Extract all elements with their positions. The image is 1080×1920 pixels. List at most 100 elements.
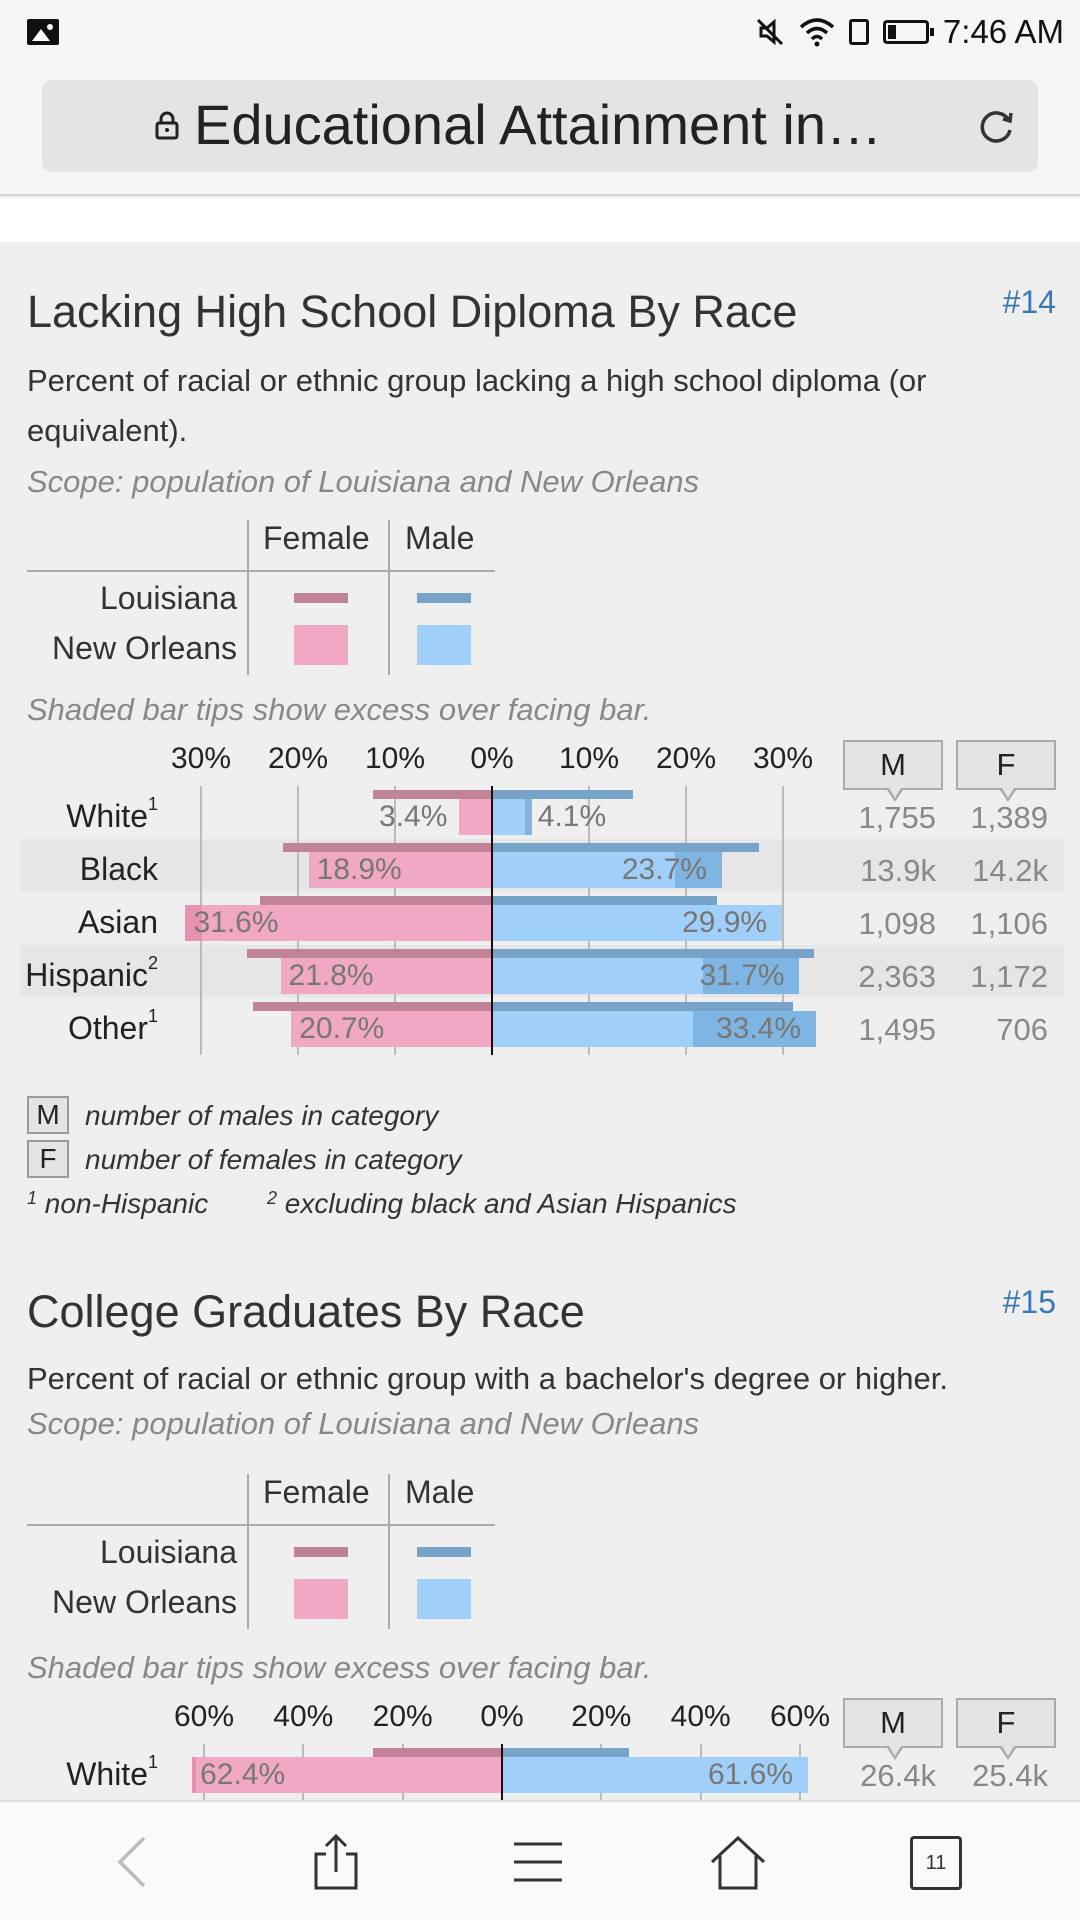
male-count: 1,755 bbox=[858, 800, 936, 835]
male-value-label: 61.6% bbox=[707, 1758, 794, 1791]
footnote-2: 2 excluding black and Asian Hispanics bbox=[267, 1188, 737, 1219]
axis-tick-label: 60% bbox=[769, 1700, 831, 1733]
status-time: 7:46 AM bbox=[942, 13, 1064, 50]
legend-divider bbox=[27, 1524, 495, 1526]
swatch-new-orleans-male bbox=[417, 625, 471, 665]
axis-tick-label: 30% bbox=[752, 742, 814, 775]
female-count-header: F bbox=[956, 1698, 1056, 1760]
swatch-louisiana-female bbox=[294, 593, 348, 603]
race-chart-college-graduates: 60% 40% 20% 0% 20% 40% 60% M F 62.4% 61.6% White1 26… bbox=[0, 1698, 1080, 1800]
axis-tick-label: 20% bbox=[571, 1700, 632, 1733]
swatch-new-orleans-male bbox=[417, 1579, 471, 1619]
swatch-new-orleans-female bbox=[294, 625, 348, 665]
axis-tick-label: 20% bbox=[655, 742, 717, 775]
female-count: 14.2k bbox=[972, 853, 1048, 888]
category-label: Asian bbox=[77, 904, 158, 940]
new-orleans-female-bar bbox=[185, 905, 492, 941]
category-label: White1 bbox=[66, 1752, 158, 1792]
section-title: Lacking High School Diploma By Race bbox=[27, 286, 798, 337]
legend-male-header: Male bbox=[405, 1474, 475, 1510]
page-title: Educational Attainment in… bbox=[194, 93, 882, 156]
axis-tick-label: 10% bbox=[558, 742, 620, 775]
mute-icon bbox=[756, 18, 783, 46]
shaded-note: Shaded bar tips show excess over facing … bbox=[27, 1650, 652, 1685]
section-number-link[interactable]: #15 bbox=[1002, 1284, 1056, 1320]
share-icon[interactable] bbox=[306, 1832, 366, 1892]
zero-axis bbox=[501, 1744, 503, 1800]
legend-divider bbox=[388, 520, 390, 675]
louisiana-male-bar bbox=[492, 1002, 793, 1011]
legend-divider bbox=[388, 1474, 390, 1629]
chart-notes: M number of males in category F number o… bbox=[27, 1096, 1027, 1236]
new-orleans-female-bar bbox=[291, 1011, 492, 1047]
swatch-louisiana-male bbox=[417, 1547, 471, 1557]
male-count-header: M bbox=[843, 740, 943, 802]
legend-new-orleans-label: New Orleans bbox=[52, 630, 237, 666]
male-count: 26.4k bbox=[860, 1758, 936, 1793]
male-excess-tip bbox=[524, 799, 532, 835]
female-count: 706 bbox=[996, 1012, 1048, 1047]
male-value-label: 4.1% bbox=[537, 800, 607, 833]
male-count: 1,495 bbox=[858, 1012, 936, 1047]
female-count: 1,389 bbox=[970, 800, 1048, 835]
male-count: 2,363 bbox=[858, 959, 936, 994]
axis-tick-label: 40% bbox=[273, 1700, 334, 1733]
f-key-box: F bbox=[27, 1140, 69, 1178]
legend-female-header: Female bbox=[263, 520, 370, 556]
category-label: White1 bbox=[66, 794, 158, 834]
swatch-louisiana-male bbox=[417, 593, 471, 603]
section-scope: Scope: population of Louisiana and New O… bbox=[27, 464, 700, 499]
lock-icon bbox=[155, 111, 179, 140]
male-value-label: 33.4% bbox=[715, 1012, 802, 1045]
male-count: 1,098 bbox=[858, 906, 936, 941]
female-value-label: 20.7% bbox=[299, 1012, 385, 1045]
image-notification-icon bbox=[27, 19, 59, 45]
louisiana-female-bar bbox=[260, 896, 492, 905]
browser-bottom-nav: 11 bbox=[0, 1800, 1080, 1920]
male-count-header: M bbox=[843, 1698, 943, 1760]
reload-icon[interactable] bbox=[974, 104, 1018, 148]
legend-divider bbox=[27, 570, 495, 572]
axis-tick-label: 60% bbox=[173, 1700, 235, 1733]
new-orleans-female-bar bbox=[280, 958, 492, 994]
swatch-new-orleans-female bbox=[294, 1579, 348, 1619]
tabs-button[interactable]: 11 bbox=[910, 1836, 962, 1890]
legend-divider bbox=[247, 1474, 249, 1629]
menu-icon[interactable] bbox=[508, 1832, 568, 1892]
legend-louisiana-label: Louisiana bbox=[100, 1534, 237, 1570]
louisiana-female-bar bbox=[372, 790, 492, 799]
louisiana-female-bar bbox=[283, 843, 492, 852]
section-description: Percent of racial or ethnic group with a… bbox=[27, 1361, 948, 1396]
male-excess-tip bbox=[703, 958, 800, 994]
category-label: Other1 bbox=[67, 1006, 158, 1046]
axis-tick-label: 10% bbox=[364, 742, 426, 775]
race-chart-lacking-diploma: 30% 20% 10% 0% 10% 20% 30% M F 3.4% 4.1% White1 1,75… bbox=[0, 740, 1080, 1082]
section-scope: Scope: population of Louisiana and New O… bbox=[27, 1406, 700, 1441]
female-value-label: 3.4% bbox=[379, 800, 448, 833]
back-icon[interactable] bbox=[106, 1832, 166, 1892]
female-count: 25.4k bbox=[972, 1758, 1048, 1793]
louisiana-male-bar bbox=[492, 896, 718, 905]
axis-tick-label: 30% bbox=[170, 742, 232, 775]
male-excess-tip bbox=[692, 1011, 816, 1047]
shaded-note: Shaded bar tips show excess over facing … bbox=[27, 692, 652, 727]
legend-male-header: Male bbox=[405, 520, 475, 556]
female-count: 1,106 bbox=[970, 906, 1048, 941]
louisiana-female-bar bbox=[372, 1748, 502, 1757]
category-label: Hispanic2 bbox=[25, 953, 158, 993]
new-orleans-female-bar bbox=[192, 1757, 502, 1793]
category-label: Black bbox=[79, 851, 158, 887]
address-bar[interactable]: Educational Attainment in… bbox=[42, 80, 1038, 172]
female-count: 1,172 bbox=[970, 959, 1048, 994]
section-number-link[interactable]: #14 bbox=[1002, 284, 1056, 320]
legend-divider bbox=[247, 520, 249, 675]
new-orleans-female-bar bbox=[459, 799, 492, 835]
male-excess-tip bbox=[675, 852, 722, 888]
section-title: College Graduates By Race bbox=[27, 1286, 585, 1337]
new-orleans-male-bar bbox=[492, 905, 783, 941]
louisiana-male-bar bbox=[492, 949, 815, 958]
female-count-header: F bbox=[956, 740, 1056, 802]
louisiana-male-bar bbox=[502, 1748, 629, 1757]
legend-table: Female Male Louisiana New Orleans bbox=[27, 1474, 497, 1634]
home-icon[interactable] bbox=[708, 1832, 768, 1892]
